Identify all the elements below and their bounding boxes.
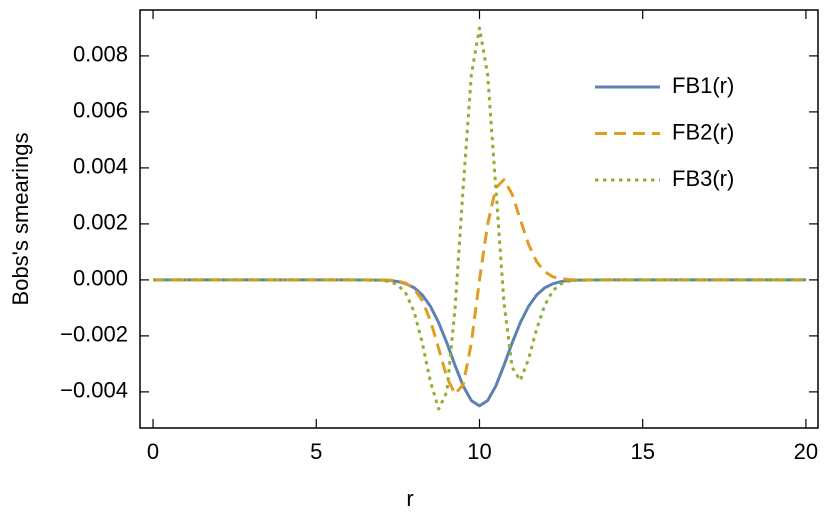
- y-axis-label: Bobs's smearings: [8, 133, 33, 306]
- x-tick-label: 10: [467, 439, 491, 464]
- legend-label: FB1(r): [672, 73, 734, 98]
- y-tick-label: 0.008: [73, 42, 128, 67]
- y-tick-label: −0.002: [60, 322, 128, 347]
- y-tick-label: 0.006: [73, 98, 128, 123]
- series-line: [153, 278, 806, 408]
- x-axis-label: r: [406, 486, 413, 511]
- series-line: [153, 26, 806, 411]
- series-line: [153, 178, 806, 396]
- x-tick-label: 5: [310, 439, 322, 464]
- legend-label: FB3(r): [672, 166, 734, 191]
- x-tick-label: 15: [630, 439, 654, 464]
- y-tick-label: 0.002: [73, 210, 128, 235]
- y-tick-label: 0.000: [73, 266, 128, 291]
- x-tick-label: 20: [794, 439, 818, 464]
- y-tick-label: −0.004: [60, 378, 128, 403]
- x-tick-label: 0: [147, 439, 159, 464]
- legend-label: FB2(r): [672, 119, 734, 144]
- y-tick-label: 0.004: [73, 154, 128, 179]
